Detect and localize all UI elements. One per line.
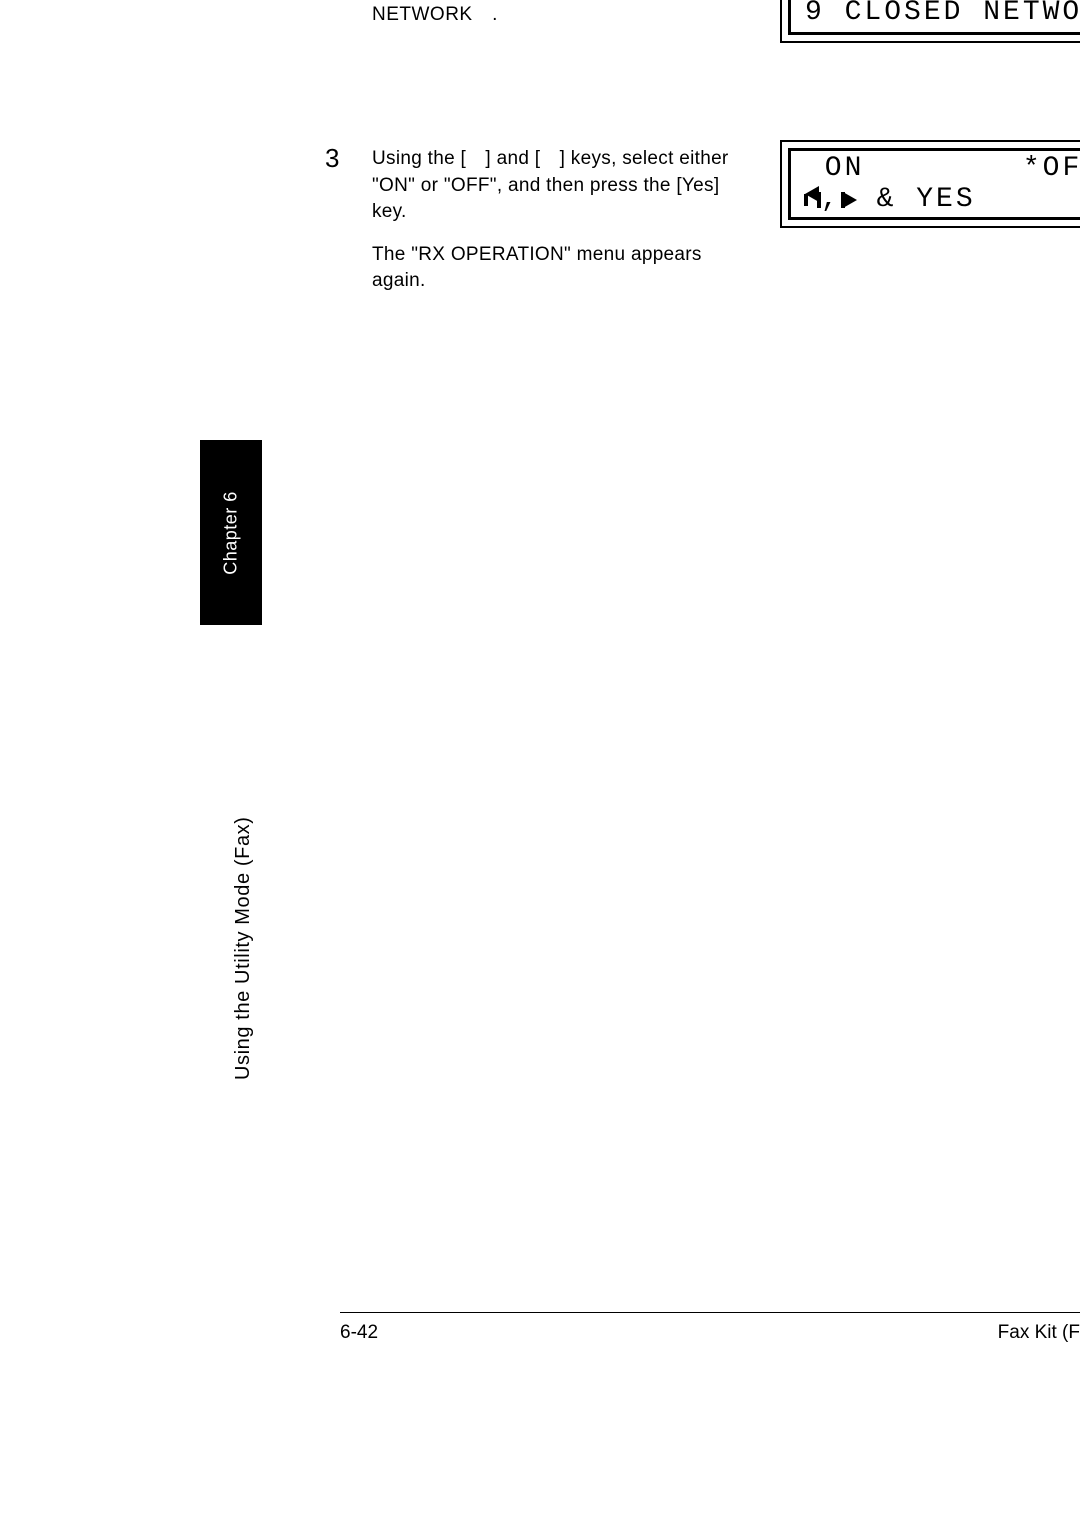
chapter-label: Chapter 6 xyxy=(221,491,242,575)
lcd2-row2: , & YES xyxy=(805,184,1080,215)
lcd2-on: ON xyxy=(805,153,864,184)
step3-text-line1: Using the [ ] and [ ] keys, select eithe… xyxy=(372,146,750,226)
section-label: Using the Utility Mode (Fax) xyxy=(232,816,255,1080)
left-arrow-icon xyxy=(805,186,821,208)
right-arrow-icon xyxy=(841,192,857,208)
lcd-display-2: ON *OFF , & YES xyxy=(780,140,1080,228)
page-number: 6-42 xyxy=(340,1322,378,1344)
doc-label: Fax Kit (F xyxy=(998,1322,1080,1344)
network-header-text: NETWORK . xyxy=(372,4,498,26)
lcd2-row2-text: & YES xyxy=(857,184,976,215)
footer-rule xyxy=(340,1312,1080,1313)
lcd2-off: *OFF xyxy=(1023,153,1080,184)
lcd-display-1: 9 CLOSED NETWORK xyxy=(780,0,1080,43)
chapter-sidebar: Chapter 6 xyxy=(200,440,262,625)
step3-text-line2: The "RX OPERATION" menu appears again. xyxy=(372,242,750,295)
step-3: 3 Using the [ ] and [ ] keys, select eit… xyxy=(350,146,750,311)
step-number: 3 xyxy=(325,143,339,174)
lcd1-line: 9 CLOSED NETWORK xyxy=(805,0,1080,28)
lcd2-row1: ON *OFF xyxy=(805,153,1080,184)
chapter-tab: Chapter 6 xyxy=(200,440,262,625)
